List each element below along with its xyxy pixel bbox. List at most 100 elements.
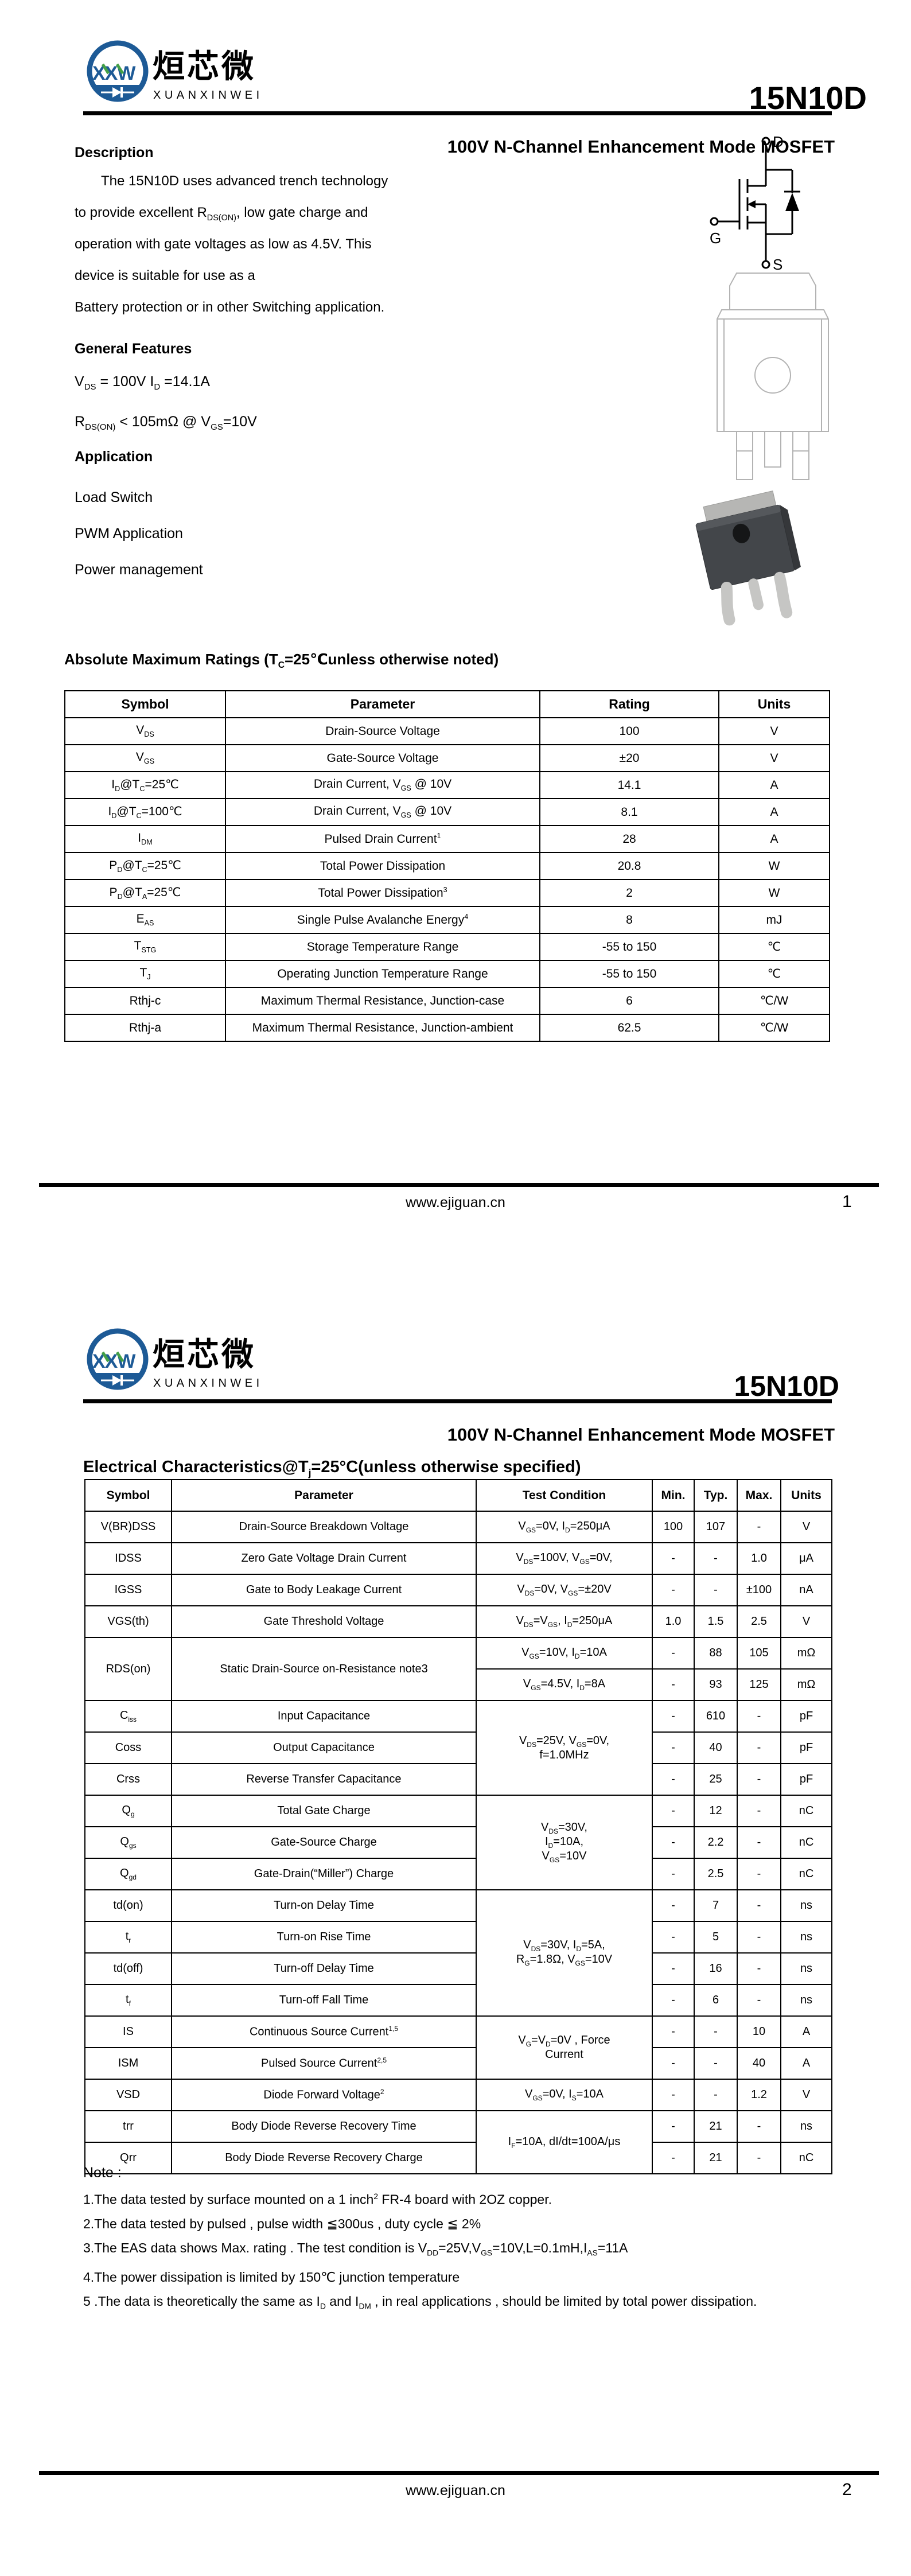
table-cell: 88 [694,1637,738,1670]
table-cell: 610 [694,1700,738,1733]
table-cell: - [737,1795,781,1827]
table-row: VDS Drain-Source Voltage 100 V [64,717,830,745]
table-cell: - [652,1574,695,1606]
table-cell: V [780,1605,832,1638]
table-cell: 93 [694,1668,738,1701]
table-cell: Rthj-c [64,987,226,1015]
note-item: 2.The data tested by pulsed , pulse widt… [83,2216,481,2231]
table-cell: Pulsed Drain Current1 [225,825,540,853]
table-cell: ns [780,2110,832,2143]
table-cell: Static Drain-Source on-Resistance note3 [171,1637,477,1701]
feature-line: VDS = 100V ID =14.1A [75,373,211,392]
table-cell: - [737,1952,781,1985]
table-cell: VGS=0V, ID=250μA [476,1511,653,1543]
table-cell: Turn-on Rise Time [171,1921,477,1954]
table-cell: Total Gate Charge [171,1795,477,1827]
table-cell: 105 [737,1637,781,1670]
table-cell: IDSS [84,1542,172,1575]
amr-section-title: Absolute Maximum Ratings (TC=25℃unless o… [64,651,499,671]
table-cell: Storage Temperature Range [225,933,540,961]
table-cell: tf [84,1984,172,2017]
table-row: VGS=4.5V, ID=8A -93 125 mΩ [85,1668,832,1701]
table-cell: Gate-Source Charge [171,1826,477,1859]
table-cell: Operating Junction Temperature Range [225,960,540,988]
general-features-list: VDS = 100V ID =14.1A RDS(ON) < 105mΩ @ VG… [75,361,442,442]
table-cell: ns [780,1984,832,2017]
table-cell: - [652,1731,695,1764]
table-cell: VSD [84,2079,172,2111]
table-cell: - [652,1795,695,1827]
table-cell: pF [780,1763,832,1796]
section-heading-general-features: General Features [75,341,192,357]
table-cell: RDS(on) [84,1637,172,1701]
table-cell: VDS=0V, VGS=±20V [476,1574,653,1606]
table-cell: 21 [694,2142,738,2174]
logo-mark-text: XXW [92,63,136,84]
table-cell: 21 [694,2110,738,2143]
table-cell: - [737,1826,781,1859]
company-name-cn: 烜芯微 [153,48,256,84]
table-cell: ns [780,1952,832,1985]
table-row: V(BR)DSS Drain-Source Breakdown Voltage VG… [84,1511,832,1543]
description-line: operation with gate voltages as low as 4… [75,236,372,252]
table-cell: - [652,1763,695,1796]
table-cell: - [694,2015,738,2048]
table-cell: td(off) [84,1952,172,1985]
company-name-en: XUANXINWEI [153,89,263,102]
table-cell: Drain Current, VGS @ 10V [225,771,540,799]
table-cell: 20.8 [539,852,719,880]
table-cell: Pulsed Source Current2,5 [171,2047,477,2080]
logo-mark-text: XXW [92,1351,136,1372]
table-cell: nC [780,1795,832,1827]
table-cell: Zero Gate Voltage Drain Current [171,1542,477,1575]
table-cell: IF=10A, dI/dt=100A/μs [476,2110,653,2174]
feature-line: RDS(ON) < 105mΩ @ VGS=10V [75,414,257,432]
table-row: VSD Diode Forward Voltage2 VGS=0V, IS=10A -… [84,2079,832,2111]
page-1: XXW 烜芯微 XUANXINWEI 15N10D 100V N-Channel… [39,40,879,1211]
table-cell: Output Capacitance [171,1731,477,1764]
table-cell: ID@TC=25℃ [64,771,226,799]
table-cell: 125 [737,1668,781,1701]
table-cell: - [652,2142,695,2174]
table-cell: Qgs [84,1826,172,1859]
table-cell: - [737,2110,781,2143]
table-cell: Body Diode Reverse Recovery Time [171,2110,477,2143]
table-cell: 1.0 [737,1542,781,1575]
table-cell: VGS [64,744,226,772]
table-cell: ℃ [718,960,830,988]
table-row: Ciss Input Capacitance VDS=25V, VGS=0V, f=1… [84,1700,832,1796]
table-cell: Drain Current, VGS @ 10V [225,798,540,826]
table-cell: - [737,2142,781,2174]
table-cell: A [780,2015,832,2048]
part-number-title: 15N10D [749,80,867,116]
table-cell: - [652,1700,695,1733]
table-row: TSTG Storage Temperature Range -55 to 150 ℃ [64,933,830,961]
header-row: Symbol Parameter Rating Units [64,690,830,718]
table-cell: ID@TC=100℃ [64,798,226,826]
table-row: tr Turn-on Rise Time -5- ns [84,1921,832,1954]
table-row: ID@TC=100℃ Drain Current, VGS @ 10V 8.1 A [64,798,830,826]
table-cell: - [737,1731,781,1764]
table-cell: 100 [652,1511,695,1543]
column-header: Typ. [694,1479,738,1512]
table-cell: 6 [539,987,719,1015]
table-cell: ns [780,1921,832,1954]
application-item: PWM Application [75,526,183,542]
table-row: Qgs Gate-Source Charge -2.2- nC [84,1826,832,1859]
table-cell: - [694,1542,738,1575]
table-row: IGSS Gate to Body Leakage Current VDS=0V, … [84,1574,832,1606]
table-cell: 5 [694,1921,738,1954]
header-rule [83,111,832,115]
table-cell: ℃/W [718,1014,830,1042]
table-cell: Maximum Thermal Resistance, Junction-amb… [225,1014,540,1042]
table-cell: nA [780,1574,832,1606]
table-cell: Continuous Source Current1,5 [171,2015,477,2048]
table-cell: - [737,1700,781,1733]
table-cell: V [780,1511,832,1543]
ec-section-title: Electrical Characteristics@Tj=25°C(unles… [83,1458,581,1478]
table-cell: 2.5 [737,1605,781,1638]
pin-label-gate: G [710,229,721,247]
table-row: Rthj-c Maximum Thermal Resistance, Juncti… [64,987,830,1015]
table-cell: nC [780,2142,832,2174]
table-cell: - [652,2047,695,2080]
